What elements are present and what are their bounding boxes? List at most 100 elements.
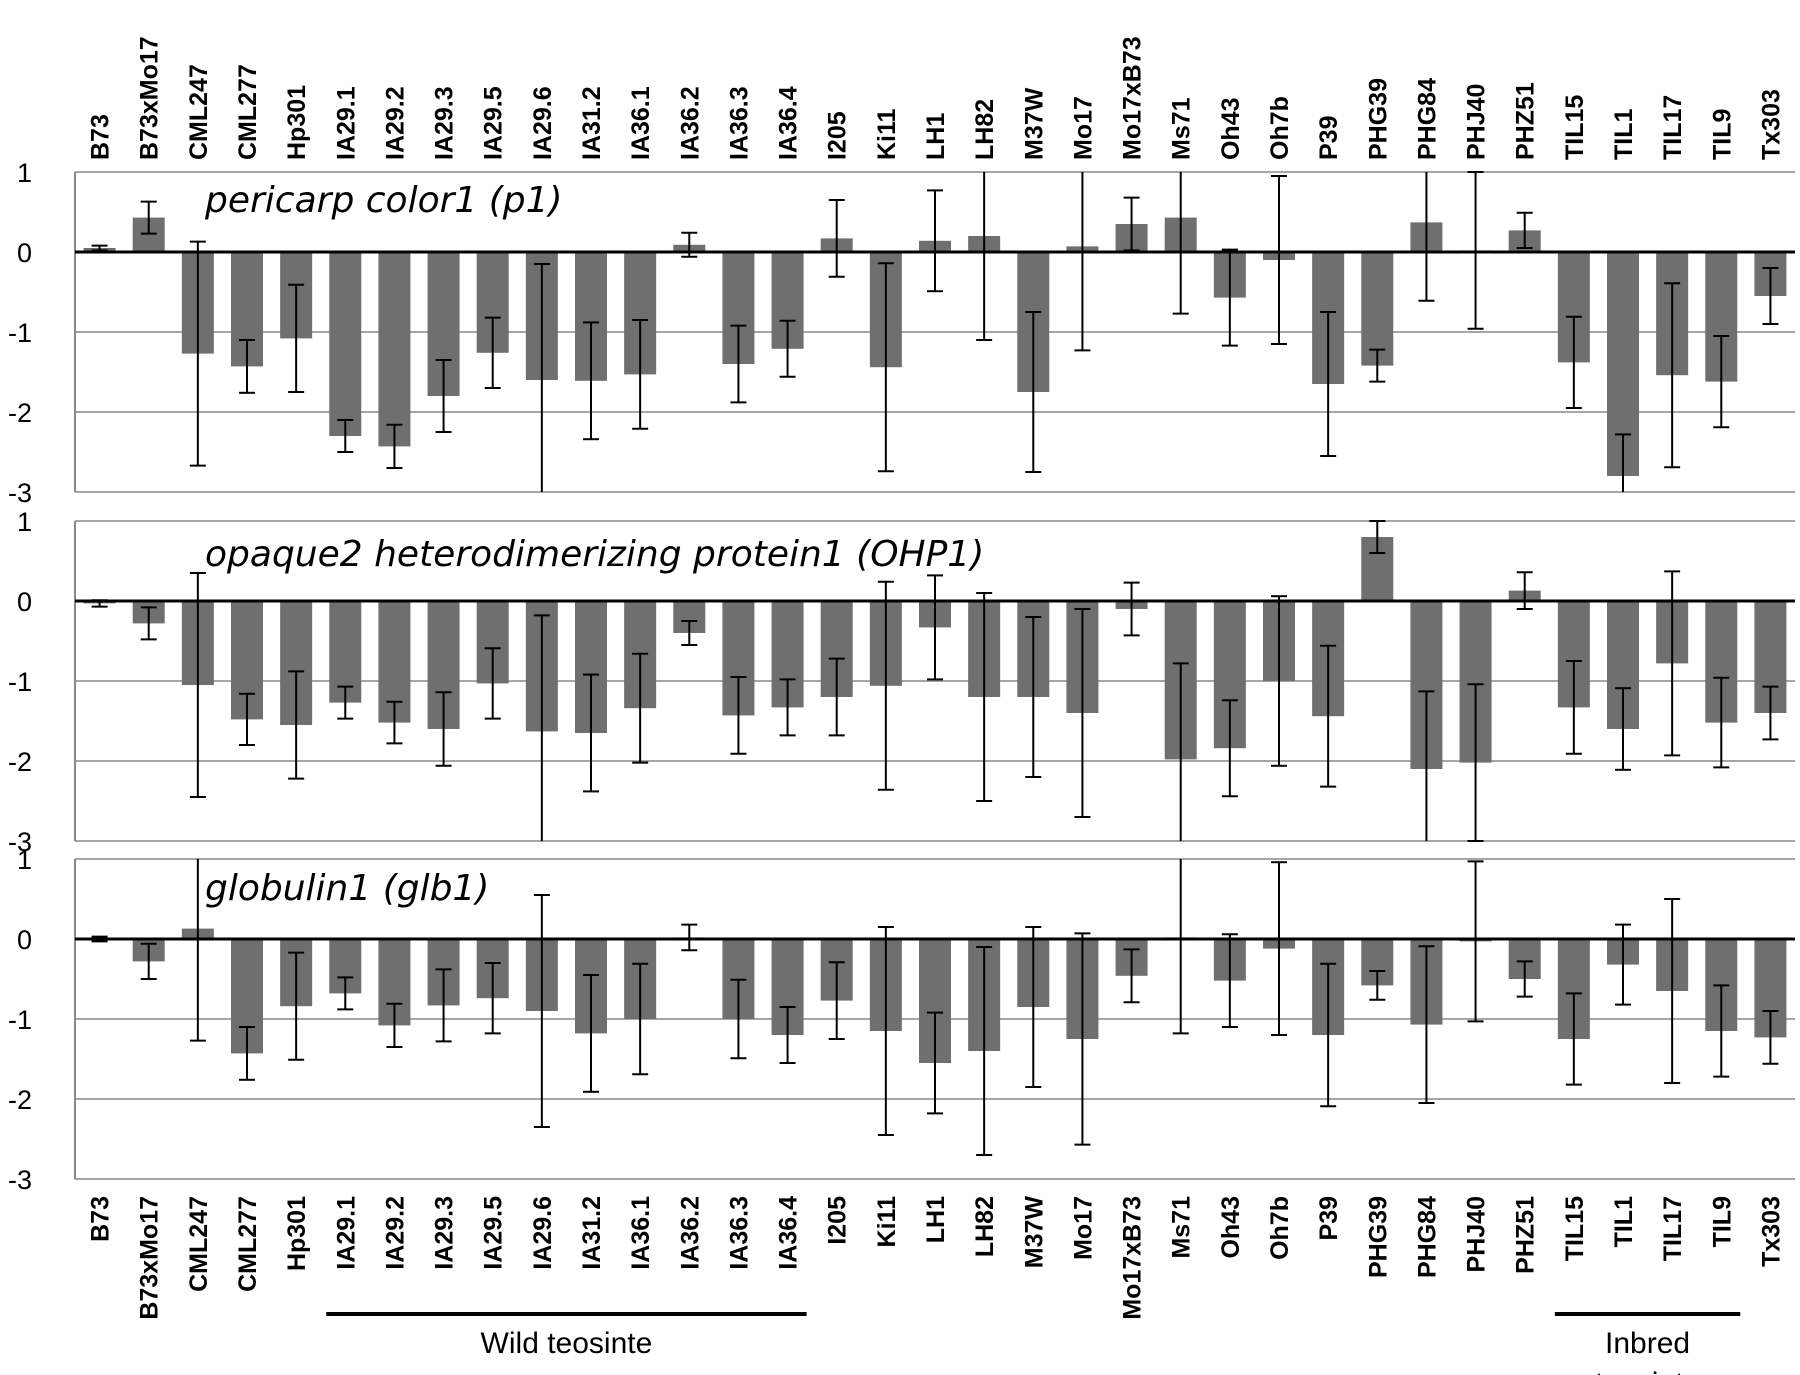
category-label-bottom: IA36.2	[676, 1196, 704, 1270]
y-tick-label: -3	[8, 1165, 32, 1195]
category-label-top: PHZ51	[1512, 82, 1540, 160]
category-label-bottom: CML247	[185, 1196, 213, 1292]
category-label-top: IA36.1	[627, 86, 655, 160]
panel-title: globulin1 (glb1)	[205, 868, 489, 909]
category-label-bottom: PHG84	[1413, 1196, 1441, 1278]
category-label-bottom: TIL15	[1561, 1196, 1589, 1261]
category-label-top: LH82	[971, 99, 999, 160]
category-label-top: B73xMo17	[136, 36, 164, 160]
category-label-top: TIL17	[1659, 95, 1687, 160]
bar	[1361, 252, 1394, 366]
category-label-top: IA31.2	[578, 86, 606, 160]
y-tick-label: -2	[8, 398, 32, 428]
y-tick-label: -3	[8, 478, 32, 508]
bar	[378, 252, 411, 447]
category-label-top: P39	[1315, 116, 1343, 160]
category-label-top: IA29.5	[480, 86, 508, 160]
category-label-bottom: PHZ51	[1512, 1196, 1540, 1274]
category-label-top: CML277	[234, 64, 262, 160]
chart-panels: 1 0 -1 -2 -3 pericarp color1 (p1) 1 0 -1 -2 -3 opaq…	[8, 158, 1795, 1195]
y-tick-label: -1	[8, 667, 32, 697]
category-label-bottom: Oh7b	[1266, 1196, 1294, 1260]
category-label-bottom: B73xMo17	[136, 1196, 164, 1320]
category-label-bottom: PHJ40	[1463, 1196, 1491, 1272]
y-tick-label: -2	[8, 747, 32, 777]
category-label-top: IA29.3	[431, 86, 459, 160]
category-label-bottom: Oh43	[1217, 1196, 1245, 1259]
category-label-top: Mo17	[1069, 96, 1097, 160]
category-label-bottom: IA31.2	[578, 1196, 606, 1270]
category-label-top: Oh7b	[1266, 96, 1294, 160]
category-label-top: CML247	[185, 64, 213, 160]
category-label-top: PHJ40	[1463, 84, 1491, 160]
category-label-bottom: IA29.2	[381, 1196, 409, 1270]
category-label-top: Ms71	[1168, 97, 1196, 160]
category-label-bottom: P39	[1315, 1196, 1343, 1240]
y-tick-label: 1	[17, 507, 32, 537]
panel: 1 0 -1 -2 -3 globulin1 (glb1)	[8, 845, 1795, 1195]
category-label-bottom: Ms71	[1168, 1196, 1196, 1259]
category-label-top: IA36.2	[676, 86, 704, 160]
category-label-top: IA36.3	[725, 86, 753, 160]
category-label-top: TIL15	[1561, 95, 1589, 160]
category-label-top: Ki11	[873, 108, 901, 160]
group-brackets: Wild teosinte Inbred teosinte	[326, 1312, 1741, 1375]
category-label-bottom: IA36.4	[775, 1196, 803, 1270]
category-label-top: M37W	[1020, 87, 1048, 160]
group-label: Wild teosinte	[481, 1327, 653, 1360]
category-label-bottom: IA29.5	[480, 1196, 508, 1270]
y-tick-label: 1	[17, 845, 32, 875]
category-label-top: PHG84	[1413, 78, 1441, 160]
y-tick-label: 0	[17, 925, 32, 955]
panel: 1 0 -1 -2 -3 pericarp color1 (p1)	[8, 158, 1795, 508]
category-label-bottom: Hp301	[283, 1196, 311, 1271]
category-label-top: Mo17xB73	[1119, 36, 1147, 160]
y-tick-label: -1	[8, 1005, 32, 1035]
panel-title: opaque2 heterodimerizing protein1 (OHP1)	[205, 534, 984, 575]
bottom-category-labels: B73 B73xMo17 CML247 CML277 Hp301 IA29.1 IA29.2…	[87, 1196, 1786, 1320]
category-label-top: Tx303	[1757, 89, 1785, 160]
category-label-bottom: IA29.1	[332, 1196, 360, 1270]
y-tick-label: -2	[8, 1085, 32, 1115]
group-label: Inbred	[1605, 1327, 1690, 1360]
category-label-top: Hp301	[283, 85, 311, 160]
category-label-bottom: B73	[87, 1196, 115, 1242]
panel-title: pericarp color1 (p1)	[204, 180, 563, 221]
top-category-labels: B73 B73xMo17 CML247 CML277 Hp301 IA29.1 IA29.2…	[87, 36, 1786, 160]
y-tick-label: 1	[17, 158, 32, 188]
category-label-bottom: PHG39	[1364, 1196, 1392, 1278]
category-label-top: IA29.1	[332, 86, 360, 160]
y-tick-label: 0	[17, 238, 32, 268]
category-label-top: Oh43	[1217, 97, 1245, 160]
category-label-bottom: Tx303	[1757, 1196, 1785, 1267]
category-label-top: TIL1	[1610, 109, 1638, 160]
category-label-top: TIL9	[1708, 109, 1736, 160]
category-label-top: B73	[87, 114, 115, 160]
category-label-bottom: M37W	[1020, 1196, 1048, 1269]
category-label-top: IA29.6	[529, 86, 557, 160]
category-label-bottom: Mo17xB73	[1119, 1196, 1147, 1320]
category-label-bottom: IA29.6	[529, 1196, 557, 1270]
category-label-bottom: TIL17	[1659, 1196, 1687, 1261]
category-label-bottom: LH1	[922, 1196, 950, 1243]
group-label: teosinte	[1595, 1367, 1700, 1375]
category-label-top: LH1	[922, 113, 950, 160]
category-label-bottom: IA29.3	[431, 1196, 459, 1270]
category-label-bottom: I205	[824, 1196, 852, 1245]
category-label-bottom: TIL1	[1610, 1196, 1638, 1247]
category-label-top: PHG39	[1364, 78, 1392, 160]
panel: 1 0 -1 -2 -3 opaque2 heterodimerizing protein…	[8, 507, 1795, 857]
category-label-bottom: IA36.1	[627, 1196, 655, 1270]
bar	[329, 252, 362, 436]
category-label-bottom: LH82	[971, 1196, 999, 1257]
category-label-top: IA29.2	[381, 86, 409, 160]
category-label-top: I205	[824, 111, 852, 160]
category-label-top: IA36.4	[775, 86, 803, 160]
category-label-bottom: CML277	[234, 1196, 262, 1292]
category-label-bottom: Ki11	[873, 1196, 901, 1248]
category-label-bottom: TIL9	[1708, 1196, 1736, 1247]
category-label-bottom: IA36.3	[725, 1196, 753, 1270]
y-tick-label: -3	[8, 827, 32, 857]
y-tick-label: 0	[17, 587, 32, 617]
